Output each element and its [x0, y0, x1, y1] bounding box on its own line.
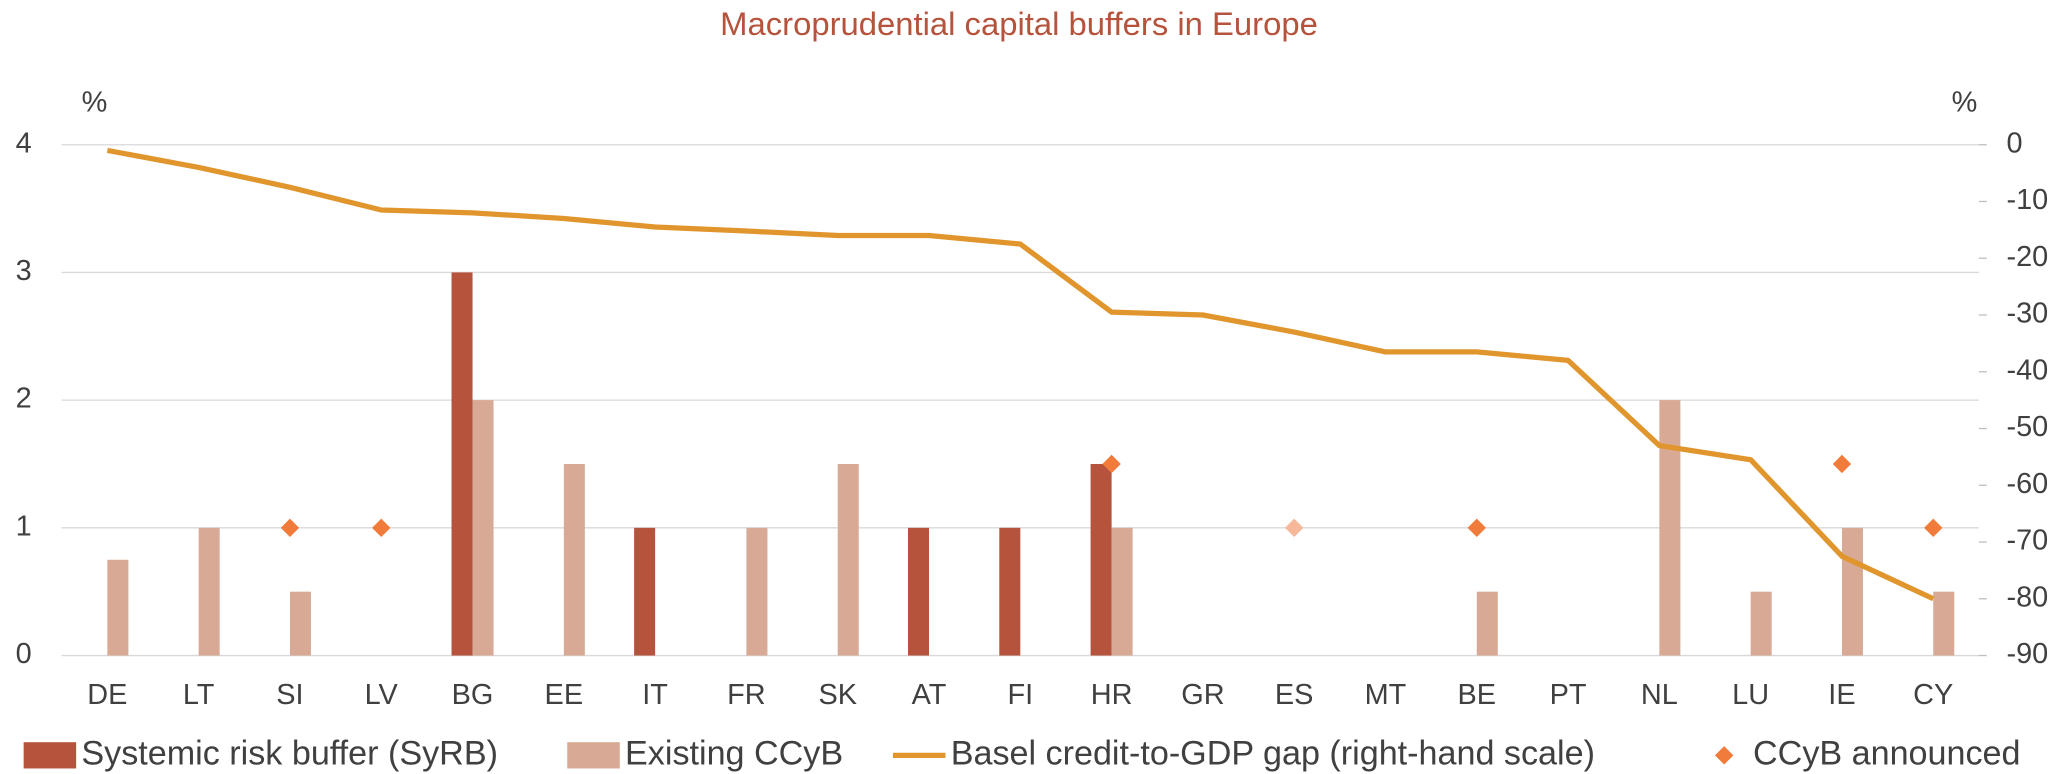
y2-tick-label: -90: [2006, 638, 2048, 670]
legend-label: Basel credit-to-GDP gap (right-hand scal…: [951, 734, 1595, 772]
y2-tick-label: 0: [2006, 127, 2022, 159]
marker: [280, 518, 300, 538]
y2-tick-label: -60: [2006, 468, 2048, 500]
bar: [289, 591, 311, 656]
y-tick-label: 3: [16, 255, 32, 287]
y-tick-label: 1: [16, 510, 32, 542]
x-tick-label: SK: [818, 679, 857, 711]
x-tick-label: CY: [1913, 679, 1953, 711]
y-axis-label: %: [82, 87, 108, 119]
chart-title: Macroprudential capital buffers in Europ…: [720, 5, 1318, 42]
x-tick-label: EE: [545, 679, 584, 711]
x-tick-label: SI: [276, 679, 303, 711]
x-tick-label: LU: [1732, 679, 1769, 711]
bar: [908, 527, 930, 656]
x-tick-label: LT: [183, 679, 215, 711]
y2-tick-label: -50: [2006, 411, 2048, 443]
x-tick-label: FI: [1007, 679, 1033, 711]
bar: [472, 400, 494, 656]
y2-tick-label: -40: [2006, 354, 2048, 386]
bar: [1111, 527, 1133, 656]
y2-tick-label: -70: [2006, 525, 2048, 557]
x-tick-label: IE: [1828, 679, 1855, 711]
bar: [634, 527, 656, 656]
x-tick-label: LV: [365, 679, 399, 711]
x-tick-label: NL: [1641, 679, 1678, 711]
marker: [1284, 518, 1304, 538]
x-tick-label: IT: [642, 679, 668, 711]
legend-label: Existing CCyB: [625, 734, 843, 772]
marker: [372, 518, 391, 538]
x-tick-label: HR: [1091, 679, 1133, 711]
marker: [1102, 454, 1121, 474]
y2-tick-label: -10: [2006, 184, 2048, 216]
x-tick-label: MT: [1365, 679, 1407, 711]
y2-tick-label: -80: [2006, 581, 2048, 613]
legend-label: CCyB announced: [1753, 734, 2021, 772]
bar: [198, 527, 220, 656]
legend-label: Systemic risk buffer (SyRB): [81, 734, 498, 772]
x-tick-label: BG: [452, 679, 494, 711]
y2-axis-label: %: [1952, 87, 1978, 119]
x-tick-label: BE: [1458, 679, 1497, 711]
y-tick-label: 2: [16, 383, 32, 415]
x-tick-label: DE: [87, 679, 127, 711]
y2-tick-label: -20: [2006, 241, 2048, 273]
bar: [746, 527, 768, 656]
marker: [1467, 518, 1486, 538]
bar: [1841, 527, 1863, 656]
bar: [837, 463, 859, 656]
bar: [1090, 463, 1112, 656]
marker: [1924, 518, 1943, 538]
marker: [1832, 454, 1852, 474]
x-tick-label: ES: [1275, 679, 1314, 711]
bar: [451, 272, 473, 656]
legend-swatch: [567, 742, 620, 769]
x-tick-label: PT: [1550, 679, 1587, 711]
bar: [107, 559, 129, 656]
bar: [1750, 591, 1772, 656]
x-tick-label: FR: [727, 679, 766, 711]
bar: [563, 463, 585, 656]
y-tick-label: 0: [16, 638, 32, 670]
x-tick-label: AT: [912, 679, 947, 711]
legend-swatch: [1714, 746, 1734, 765]
line: [106, 147, 1935, 602]
bar: [1476, 591, 1498, 656]
y-tick-label: 4: [16, 127, 32, 159]
legend-swatch: [23, 742, 77, 769]
bar: [1659, 400, 1681, 656]
bar: [999, 527, 1021, 656]
x-tick-label: GR: [1181, 679, 1224, 711]
bar: [1933, 591, 1955, 656]
y2-tick-label: -30: [2006, 298, 2048, 330]
